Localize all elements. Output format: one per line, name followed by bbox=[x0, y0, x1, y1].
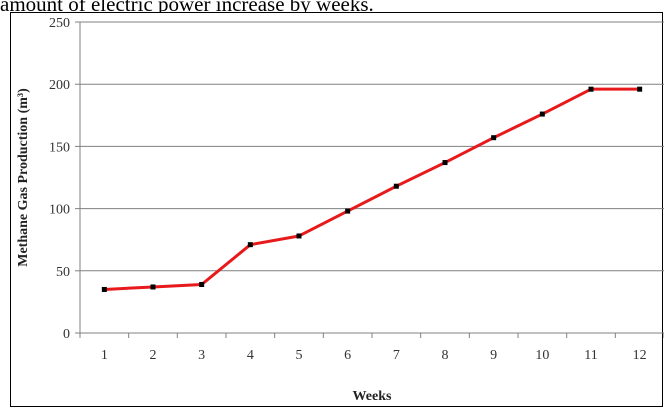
data-point bbox=[345, 208, 351, 214]
data-point bbox=[150, 284, 156, 290]
series-methane bbox=[101, 86, 643, 292]
grid-lines bbox=[80, 21, 664, 272]
x-tick-label: 11 bbox=[584, 348, 597, 363]
y-tick-label: 200 bbox=[49, 78, 70, 93]
data-point bbox=[491, 135, 497, 141]
x-tick-label: 10 bbox=[535, 348, 549, 363]
y-tick-label: 150 bbox=[49, 140, 70, 155]
data-point bbox=[296, 233, 302, 239]
x-tick-label: 8 bbox=[442, 348, 449, 363]
data-point bbox=[199, 281, 205, 287]
x-tick-label: 4 bbox=[247, 348, 254, 363]
x-tick-label: 7 bbox=[393, 348, 400, 363]
x-tick-label: 3 bbox=[198, 348, 205, 363]
y-tick-label: 0 bbox=[63, 327, 70, 342]
x-tick-label: 9 bbox=[490, 348, 497, 363]
series-line bbox=[104, 87, 640, 291]
y-axis-title: Methane Gas Production (m³) bbox=[16, 88, 31, 267]
y-tick-label: 250 bbox=[49, 16, 70, 31]
data-point bbox=[247, 242, 253, 248]
axes bbox=[75, 21, 664, 338]
x-tick-label: 6 bbox=[344, 348, 351, 363]
x-axis-title: Weeks bbox=[353, 389, 392, 403]
y-tick-labels: 0 50 100 150 200 250 bbox=[49, 16, 70, 342]
data-point bbox=[637, 86, 643, 92]
x-tick-label: 5 bbox=[296, 348, 303, 363]
data-point bbox=[442, 160, 448, 166]
y-tick-label: 50 bbox=[56, 265, 70, 280]
x-tick-label: 2 bbox=[150, 348, 157, 363]
data-point bbox=[588, 86, 594, 92]
x-tick-label: 1 bbox=[101, 348, 108, 363]
chart-frame bbox=[10, 12, 663, 407]
data-point bbox=[101, 286, 107, 292]
figure-caption: amount of electric power increase by wee… bbox=[0, 0, 374, 16]
y-tick-label: 100 bbox=[49, 203, 70, 218]
x-tick-label: 12 bbox=[633, 348, 647, 363]
x-tick-labels: 1 2 3 4 5 6 7 8 9 10 11 12 bbox=[101, 348, 647, 363]
data-point bbox=[539, 111, 545, 117]
data-point bbox=[393, 183, 399, 189]
